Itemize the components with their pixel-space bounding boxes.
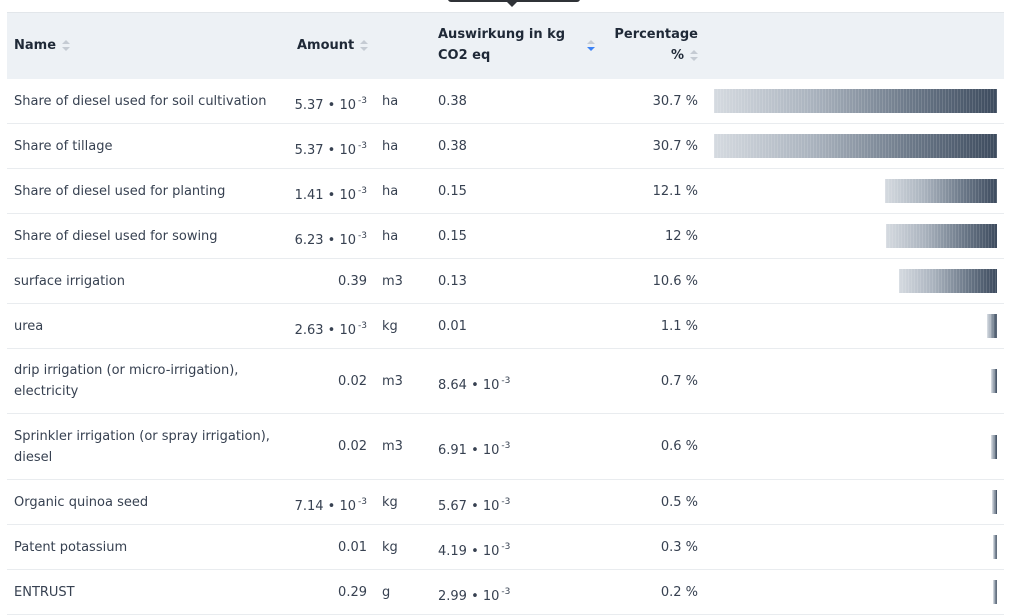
table-body: Share of diesel used for soil cultivatio… xyxy=(7,79,1004,615)
percentage-bar xyxy=(992,490,997,514)
row-percentage: 12 % xyxy=(664,228,698,244)
row-unit: g xyxy=(382,584,391,600)
contribution-table: Name Amount Auswirkung in kg CO2 eq Perc… xyxy=(7,12,1004,615)
row-name: Share of diesel used for soil cultivatio… xyxy=(14,93,267,109)
table-header: Name Amount Auswirkung in kg CO2 eq Perc… xyxy=(7,12,1004,79)
table-row[interactable]: Share of diesel used for soil cultivatio… xyxy=(7,79,1004,124)
row-name: urea xyxy=(14,318,44,334)
percentage-bar xyxy=(885,179,997,203)
row-amount: 1.41 • 10 -3 xyxy=(294,185,367,203)
row-amount: 0.29 xyxy=(338,584,367,600)
tooltip-arrow xyxy=(448,0,580,7)
row-impact: 8.64 • 10 -3 xyxy=(438,375,511,393)
table-row[interactable]: drip irrigation (or micro-irrigation), el… xyxy=(7,349,1004,414)
row-impact: 6.91 • 10 -3 xyxy=(438,441,511,458)
percentage-bar xyxy=(714,89,997,113)
row-unit: kg xyxy=(382,539,398,555)
row-impact: 5.67 • 10 -3 xyxy=(438,496,511,514)
row-name: drip irrigation (or micro-irrigation), el… xyxy=(14,363,239,399)
row-unit: ha xyxy=(382,138,399,154)
table-row[interactable]: Patent potassium 0.01 kg 4.19 • 10 -3 0.3 % xyxy=(7,525,1004,570)
row-impact: 0.01 xyxy=(438,318,467,334)
row-percentage: 1.1 % xyxy=(660,318,698,334)
row-impact: 0.15 xyxy=(438,183,467,199)
row-impact: 0.15 xyxy=(438,228,467,244)
sort-icon[interactable] xyxy=(690,49,698,62)
row-amount: 0.02 xyxy=(338,439,367,454)
table-row[interactable]: Organic quinoa seed 7.14 • 10 -3 kg 5.67 • 1… xyxy=(7,480,1004,525)
row-unit: m3 xyxy=(382,373,403,389)
percentage-bar xyxy=(714,134,997,158)
percentage-bar xyxy=(993,535,997,559)
row-percentage: 0.3 % xyxy=(660,539,698,555)
percentage-bar xyxy=(987,314,997,338)
row-percentage: 0.2 % xyxy=(660,584,698,600)
column-header-percentage[interactable]: Percentage % xyxy=(614,27,698,63)
row-name: ENTRUST xyxy=(14,584,75,600)
percentage-bar xyxy=(886,224,997,248)
table-row[interactable]: Share of diesel used for planting 1.41 • … xyxy=(7,169,1004,214)
row-name: Sprinkler irrigation (or spray irrigatio… xyxy=(14,428,270,465)
table-row[interactable]: urea 2.63 • 10 -3 kg 0.01 1.1 % xyxy=(7,304,1004,349)
row-impact: 2.99 • 10 -3 xyxy=(438,586,511,604)
row-impact: 4.19 • 10 -3 xyxy=(438,541,511,559)
sort-desc-icon[interactable] xyxy=(587,40,595,52)
row-percentage: 12.1 % xyxy=(652,183,698,199)
row-name: Share of diesel used for planting xyxy=(14,183,226,199)
row-unit: kg xyxy=(382,318,398,334)
table-row[interactable]: Share of diesel used for sowing 6.23 • 10… xyxy=(7,214,1004,259)
row-percentage: 10.6 % xyxy=(652,273,698,289)
row-impact: 0.13 xyxy=(438,273,467,289)
row-name: Share of diesel used for sowing xyxy=(14,228,218,244)
row-percentage: 0.7 % xyxy=(660,373,698,389)
sort-icon[interactable] xyxy=(62,39,71,52)
row-name: surface irrigation xyxy=(14,273,125,289)
row-unit: m3 xyxy=(382,273,403,289)
row-amount: 0.01 xyxy=(338,539,367,555)
row-impact: 0.38 xyxy=(438,138,467,154)
row-amount: 0.02 xyxy=(338,373,367,389)
row-percentage: 0.6 % xyxy=(660,439,698,454)
row-percentage: 30.7 % xyxy=(652,138,698,154)
row-name: Patent potassium xyxy=(14,539,128,555)
row-amount: 0.39 xyxy=(338,273,367,289)
row-name: Share of tillage xyxy=(14,138,113,154)
row-unit: ha xyxy=(382,228,399,244)
row-name: Organic quinoa seed xyxy=(14,494,149,510)
column-header-impact[interactable]: Auswirkung in kg CO2 eq xyxy=(438,24,595,66)
table-row[interactable]: Share of tillage 5.37 • 10 -3 ha 0.38 30.7 % xyxy=(7,124,1004,169)
row-unit: ha xyxy=(382,183,399,199)
row-unit: kg xyxy=(382,494,398,510)
table-row[interactable]: ENTRUST 0.29 g 2.99 • 10 -3 0.2 % xyxy=(7,570,1004,615)
row-amount: 6.23 • 10 -3 xyxy=(294,230,367,248)
row-amount: 7.14 • 10 -3 xyxy=(294,496,367,514)
row-percentage: 0.5 % xyxy=(660,494,698,510)
column-header-name[interactable]: Name xyxy=(14,35,71,56)
table-row[interactable]: Sprinkler irrigation (or spray irrigatio… xyxy=(7,414,1004,480)
percentage-bar xyxy=(991,369,997,393)
row-unit: m3 xyxy=(382,439,403,454)
row-amount: 2.63 • 10 -3 xyxy=(294,320,367,338)
column-header-amount[interactable]: Amount xyxy=(297,35,369,56)
sort-icon[interactable] xyxy=(360,39,369,52)
row-impact: 0.38 xyxy=(438,93,467,109)
row-percentage: 30.7 % xyxy=(652,93,698,109)
row-unit: ha xyxy=(382,93,399,109)
table-row[interactable]: surface irrigation 0.39 m3 0.13 10.6 % xyxy=(7,259,1004,304)
row-amount: 5.37 • 10 -3 xyxy=(294,140,367,158)
percentage-bar xyxy=(991,434,997,459)
percentage-bar xyxy=(993,580,997,604)
percentage-bar xyxy=(899,269,997,293)
row-amount: 5.37 • 10 -3 xyxy=(294,95,367,113)
